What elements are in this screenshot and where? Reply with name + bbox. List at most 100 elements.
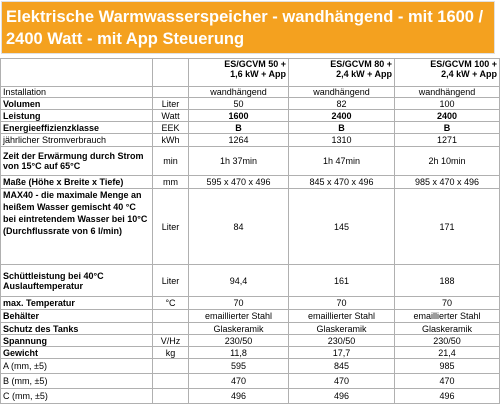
- value: 2h 10min: [394, 146, 500, 176]
- row-label: B (mm, ±5): [0, 373, 153, 389]
- value: 21,4: [394, 346, 500, 359]
- unit: Liter: [152, 97, 189, 110]
- column-header-text: ES/GCVM 80 + 2,4 kW + App: [330, 59, 392, 80]
- value: B: [188, 121, 289, 134]
- unit: [152, 358, 189, 374]
- table-row: Spannung V/Hz 230/50 230/50 230/50: [0, 334, 500, 347]
- row-label: max. Temperatur: [0, 296, 153, 310]
- row-label: C (mm, ±5): [0, 388, 153, 404]
- value: 70: [394, 296, 500, 310]
- row-label: A (mm, ±5): [0, 358, 153, 374]
- value: 845 x 470 x 496: [288, 175, 395, 189]
- value: 595: [188, 358, 289, 374]
- table-row: Zeit der Erwärmung durch Strom von 15°C …: [0, 146, 500, 176]
- unit: min: [152, 146, 189, 176]
- value: 230/50: [288, 334, 395, 347]
- unit: [152, 388, 189, 404]
- unit: °C: [152, 296, 189, 310]
- header-cell: [152, 58, 189, 87]
- table-row: Energieeffizienzklasse EEK B B B: [0, 121, 500, 134]
- value: 70: [288, 296, 395, 310]
- row-label: Spannung: [0, 334, 153, 347]
- value: 2400: [394, 109, 500, 122]
- table-row: B (mm, ±5) 470 470 470: [0, 373, 500, 389]
- value: 496: [394, 388, 500, 404]
- value: wandhängend: [288, 86, 395, 98]
- value: 470: [188, 373, 289, 389]
- value: 11,8: [188, 346, 289, 359]
- table-row: A (mm, ±5) 595 845 985: [0, 358, 500, 374]
- table-row: max. Temperatur °C 70 70 70: [0, 296, 500, 310]
- value: Glaskeramik: [288, 322, 395, 335]
- row-label: jährlicher Stromverbrauch: [0, 133, 153, 147]
- value: 82: [288, 97, 395, 110]
- value: Glaskeramik: [394, 322, 500, 335]
- unit: [152, 309, 189, 323]
- value: 496: [288, 388, 395, 404]
- value: 1h 47min: [288, 146, 395, 176]
- table-row: Schutz des Tanks Glaskeramik Glaskeramik Gl…: [0, 322, 500, 335]
- value: 845: [288, 358, 395, 374]
- unit: [152, 322, 189, 335]
- value: emaillierter Stahl: [394, 309, 500, 323]
- value: B: [288, 121, 395, 134]
- table-row: Leistung Watt 1600 2400 2400: [0, 109, 500, 122]
- value: 595 x 470 x 496: [188, 175, 289, 189]
- unit: [152, 373, 189, 389]
- table-row: Behälter emaillierter Stahl emaillierter S…: [0, 309, 500, 323]
- unit: Liter: [152, 264, 189, 297]
- value: 1h 37min: [188, 146, 289, 176]
- table-row: jährlicher Stromverbrauch kWh 1264 1310 1271: [0, 133, 500, 147]
- value: emaillierter Stahl: [288, 309, 395, 323]
- unit: mm: [152, 175, 189, 189]
- unit: [152, 86, 189, 98]
- row-label: Gewicht: [0, 346, 153, 359]
- row-label: Schutz des Tanks: [0, 322, 153, 335]
- value: 470: [288, 373, 395, 389]
- table-row: Maße (Höhe x Breite x Tiefe) mm 595 x 470 …: [0, 175, 500, 189]
- table-row: Schüttleistung bei 40°C Auslauftemperatu…: [0, 264, 500, 297]
- unit: Watt: [152, 109, 189, 122]
- value: 230/50: [394, 334, 500, 347]
- value: 2400: [288, 109, 395, 122]
- row-label: Volumen: [0, 97, 153, 110]
- value: 1600: [188, 109, 289, 122]
- value: 985: [394, 358, 500, 374]
- value: 188: [394, 264, 500, 297]
- value: emaillierter Stahl: [188, 309, 289, 323]
- value: 50: [188, 97, 289, 110]
- value: wandhängend: [188, 86, 289, 98]
- column-header-text: ES/GCVM 50 + 1,6 kW + App: [224, 59, 286, 80]
- value: 1310: [288, 133, 395, 147]
- value: 230/50: [188, 334, 289, 347]
- spec-table: ES/GCVM 50 + 1,6 kW + App ES/GCVM 80 + 2,…: [0, 58, 500, 404]
- column-header-text: ES/GCVM 100 + 2,4 kW + App: [430, 59, 497, 80]
- table-row: Volumen Liter 50 82 100: [0, 97, 500, 110]
- value: 1271: [394, 133, 500, 147]
- value: 161: [288, 264, 395, 297]
- value: Glaskeramik: [188, 322, 289, 335]
- row-label: Maße (Höhe x Breite x Tiefe): [0, 175, 153, 189]
- unit: EEK: [152, 121, 189, 134]
- row-label: Energieeffizienzklasse: [0, 121, 153, 134]
- table-row: MAX40 - die maximale Menge an heißem Was…: [0, 188, 500, 265]
- value: 94,4: [188, 264, 289, 297]
- column-header: ES/GCVM 100 + 2,4 kW + App: [394, 58, 500, 87]
- value: 145: [288, 188, 395, 265]
- table-row: Gewicht kg 11,8 17,7 21,4: [0, 346, 500, 359]
- value: 100: [394, 97, 500, 110]
- table-row: C (mm, ±5) 496 496 496: [0, 388, 500, 404]
- column-header: ES/GCVM 80 + 2,4 kW + App: [288, 58, 395, 87]
- header-cell: [0, 58, 153, 87]
- column-header: ES/GCVM 50 + 1,6 kW + App: [188, 58, 289, 87]
- value: 496: [188, 388, 289, 404]
- value: 84: [188, 188, 289, 265]
- title: Elektrische Warmwasserspeicher - wandhän…: [1, 1, 495, 54]
- row-label: Schüttleistung bei 40°C Auslauftemperatu…: [0, 264, 153, 297]
- value: 1264: [188, 133, 289, 147]
- row-label: Installation: [0, 86, 153, 98]
- table-row: Installation wandhängend wandhängend wandhä…: [0, 86, 500, 98]
- row-label: Leistung: [0, 109, 153, 122]
- unit: kg: [152, 346, 189, 359]
